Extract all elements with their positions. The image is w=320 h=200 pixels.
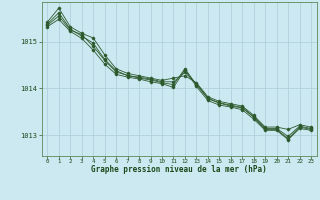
X-axis label: Graphe pression niveau de la mer (hPa): Graphe pression niveau de la mer (hPa) <box>91 165 267 174</box>
